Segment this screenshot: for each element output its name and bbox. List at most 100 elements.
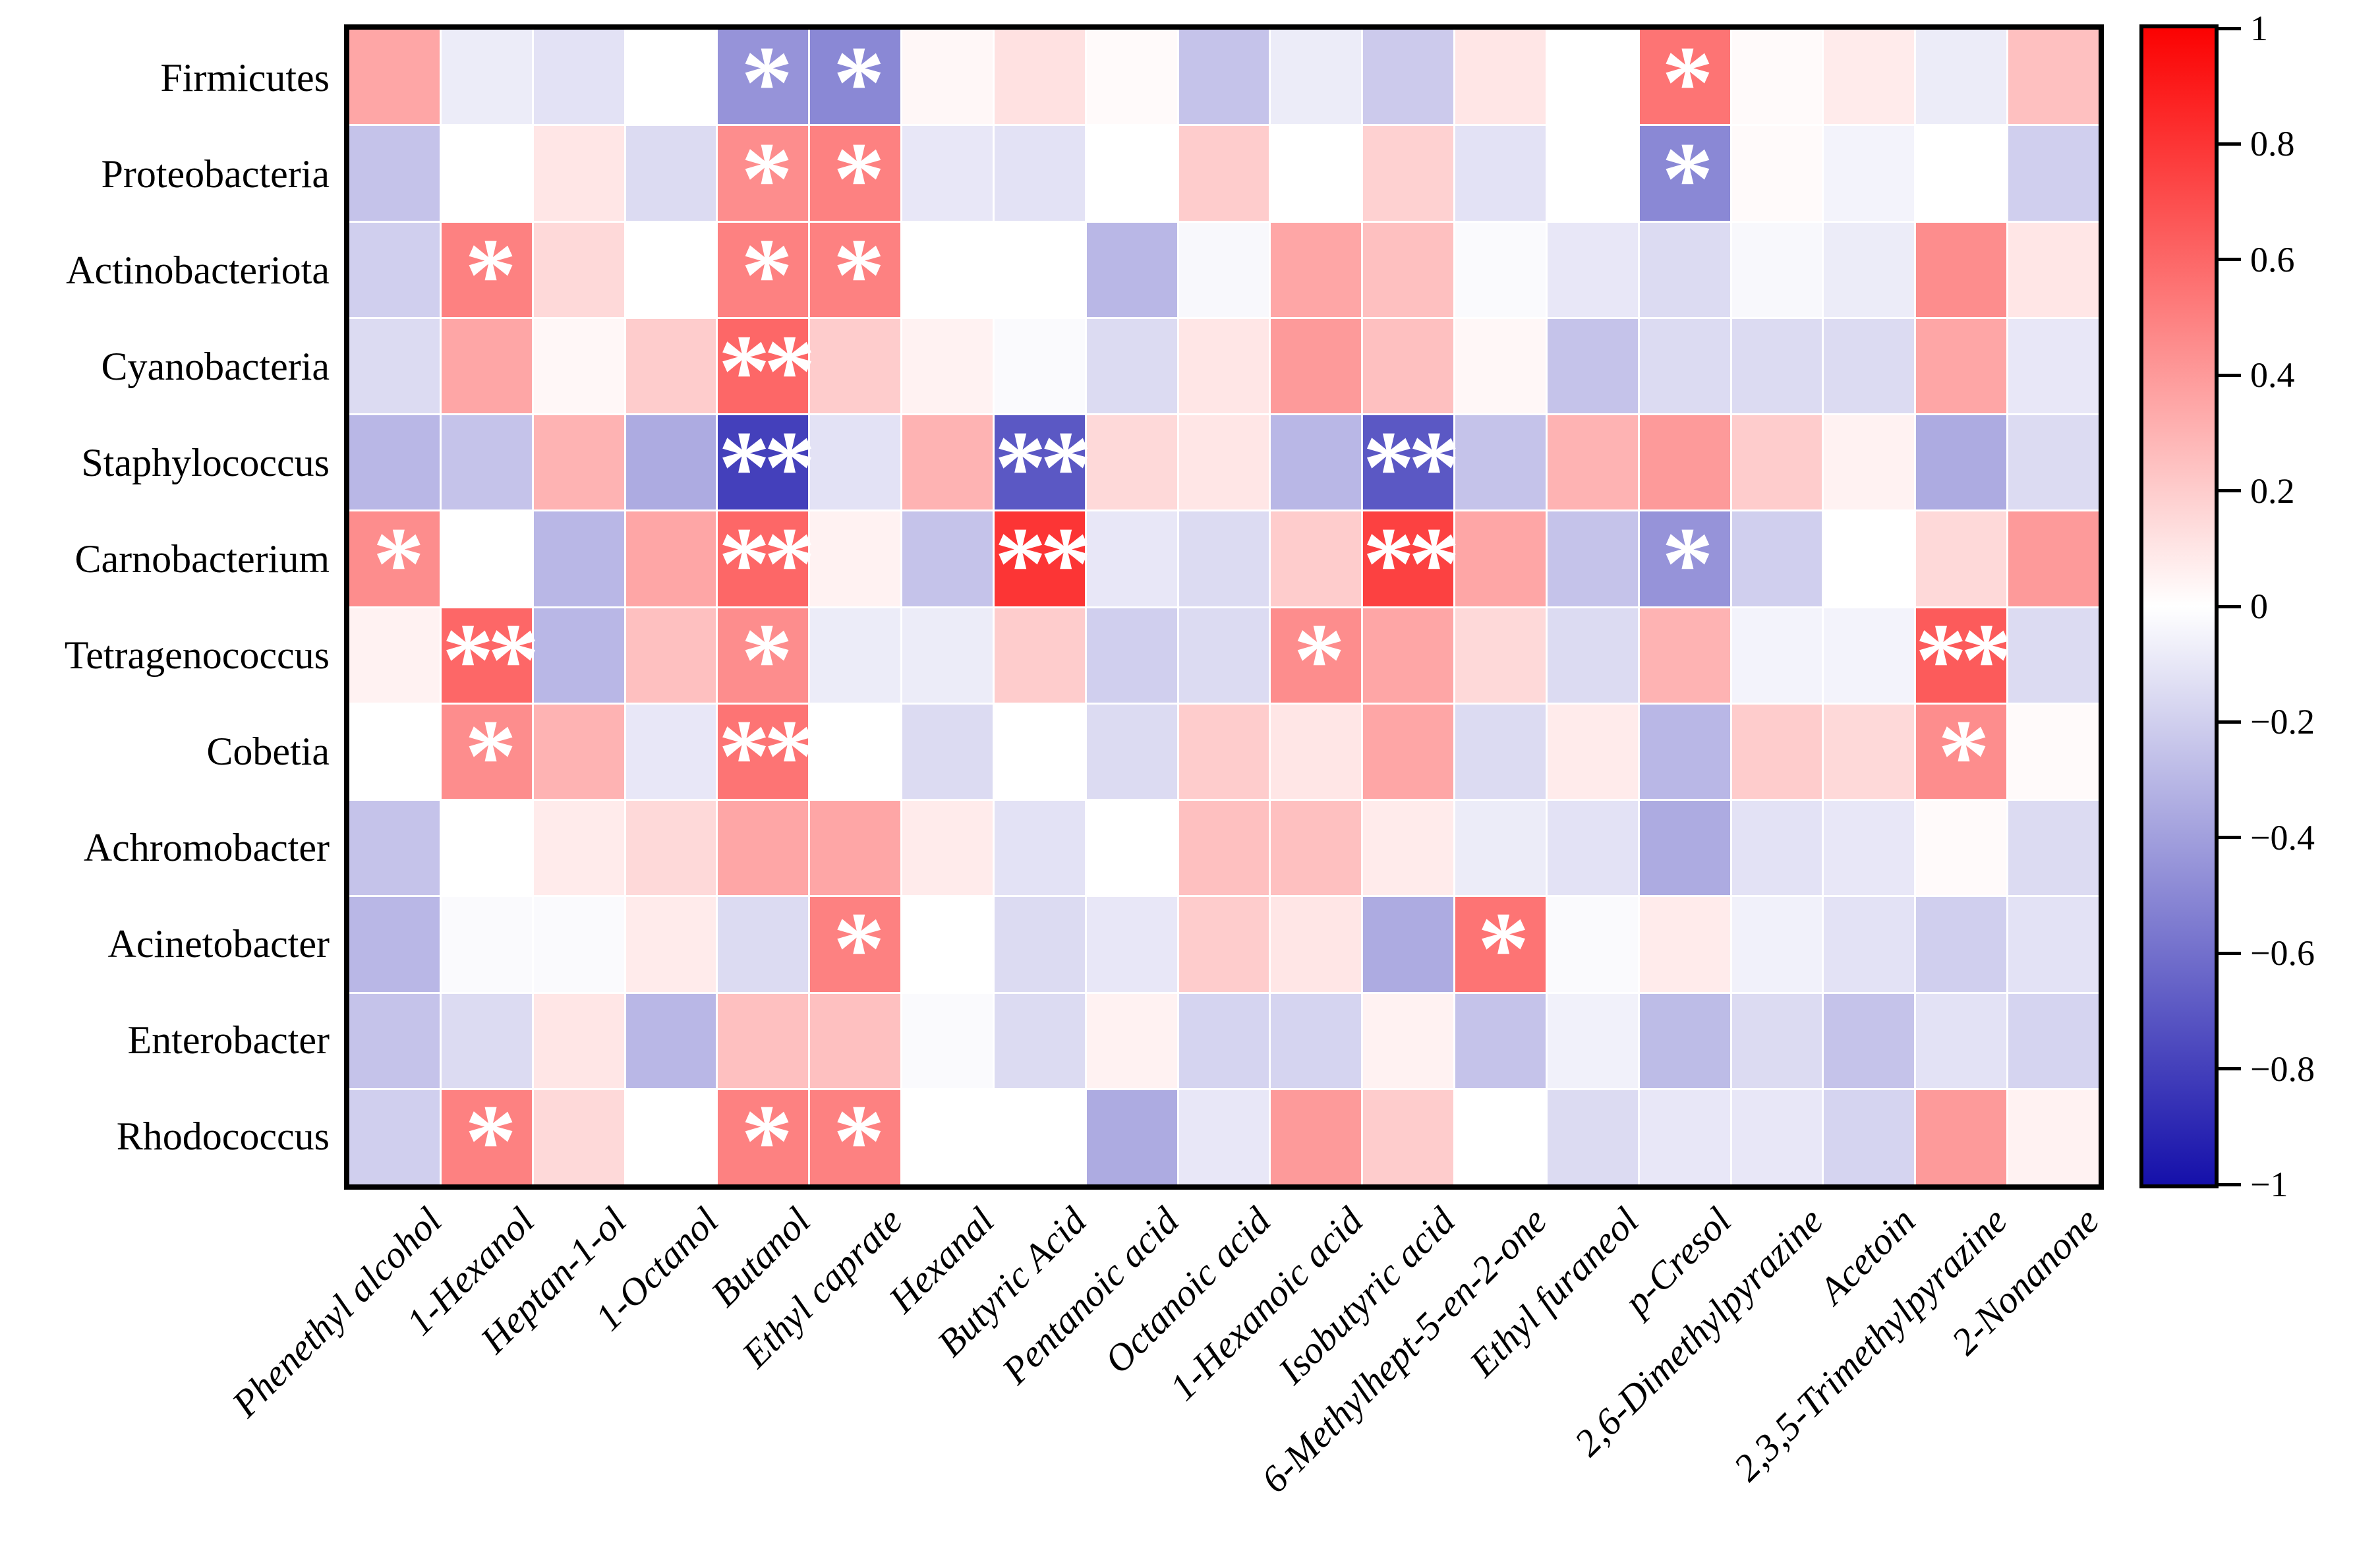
colorbar-tick-label: −1 (2250, 1165, 2288, 1204)
heatmap-cell (902, 30, 993, 125)
heatmap-cell (1547, 318, 1638, 413)
heatmap-cell (1547, 126, 1638, 221)
heatmap-cell (1731, 222, 1822, 317)
row-label: Proteobacteria (101, 152, 330, 196)
heatmap-cell (1547, 801, 1638, 896)
heatmap-cell (1086, 608, 1177, 703)
heatmap-cell (718, 415, 809, 510)
heatmap-cell (1731, 608, 1822, 703)
heatmap-cell (1639, 801, 1730, 896)
heatmap-cell (349, 1089, 440, 1184)
heatmap-cell (441, 993, 532, 1088)
row-label: Staphylococcus (81, 441, 330, 484)
row-label: Rhodococcus (116, 1115, 330, 1158)
colorbar-tick (2215, 489, 2241, 493)
heatmap-cell (1086, 415, 1177, 510)
heatmap-cell (1178, 1089, 1269, 1184)
heatmap-cell (533, 993, 624, 1088)
heatmap-cell (810, 126, 901, 221)
heatmap-cell (1547, 222, 1638, 317)
heatmap-cell (1178, 897, 1269, 992)
heatmap-cell (902, 993, 993, 1088)
heatmap-cell (810, 704, 901, 799)
colorbar-tick-label: −0.6 (2250, 933, 2315, 973)
colorbar-tick-label: −0.8 (2250, 1049, 2315, 1089)
heatmap-cell (1271, 222, 1362, 317)
heatmap-cell (625, 415, 716, 510)
heatmap-cell (994, 222, 1085, 317)
heatmap-cell (810, 1089, 901, 1184)
heatmap-cell (1916, 993, 2007, 1088)
heatmap-cell (1824, 415, 1915, 510)
heatmap-cell (1363, 608, 1454, 703)
heatmap-cell (533, 30, 624, 125)
heatmap-cell (625, 222, 716, 317)
heatmap-cell (1731, 993, 1822, 1088)
colorbar-tick (2215, 1067, 2241, 1071)
row-label: Acinetobacter (107, 922, 330, 966)
heatmap-cell (1639, 993, 1730, 1088)
heatmap-cell (1086, 222, 1177, 317)
heatmap-cell (1086, 318, 1177, 413)
heatmap-cell (441, 318, 532, 413)
heatmap-cell (1363, 897, 1454, 992)
heatmap-cell (2008, 222, 2099, 317)
heatmap-cell (1639, 608, 1730, 703)
colorbar-tick-label: 0.2 (2250, 471, 2295, 511)
heatmap-cell (349, 897, 440, 992)
heatmap-cell (1455, 993, 1546, 1088)
heatmap-cell (1916, 1089, 2007, 1184)
heatmap-cell (533, 511, 624, 606)
heatmap-cell (441, 126, 532, 221)
heatmap-cell (441, 511, 532, 606)
heatmap-cell (994, 30, 1085, 125)
heatmap-cell (902, 318, 993, 413)
heatmap-cell (1916, 704, 2007, 799)
heatmap-cell (1455, 704, 1546, 799)
heatmap-cell (1916, 222, 2007, 317)
row-label: Cyanobacteria (101, 345, 330, 388)
heatmap-cell (2008, 1089, 2099, 1184)
heatmap-cell (1271, 801, 1362, 896)
heatmap-cell (1916, 126, 2007, 221)
heatmap-cell (1178, 801, 1269, 896)
heatmap-cell (902, 1089, 993, 1184)
heatmap-cell (1363, 222, 1454, 317)
heatmap-cell (1639, 30, 1730, 125)
heatmap-cell (349, 415, 440, 510)
heatmap-cell (1731, 415, 1822, 510)
colorbar-tick-label: 0 (2250, 587, 2268, 626)
heatmap-cell (1916, 897, 2007, 992)
colorbar-tick-label: 0.8 (2250, 124, 2295, 164)
heatmap-cell (2008, 511, 2099, 606)
heatmap-cell (1916, 415, 2007, 510)
heatmap-cell (718, 222, 809, 317)
heatmap-cell (902, 126, 993, 221)
heatmap-cell (902, 511, 993, 606)
heatmap-cell (1639, 1089, 1730, 1184)
heatmap-cell (349, 511, 440, 606)
heatmap-cell (1455, 801, 1546, 896)
heatmap-cell (810, 608, 901, 703)
heatmap-cell (1916, 801, 2007, 896)
heatmap-cell (1547, 30, 1638, 125)
heatmap-cell (1178, 30, 1269, 125)
heatmap-cell (1639, 704, 1730, 799)
row-label: Achromobacter (83, 826, 330, 869)
heatmap-cell (1178, 608, 1269, 703)
heatmap-cell (1178, 222, 1269, 317)
row-label: Carnobacterium (74, 537, 330, 581)
heatmap-cell (625, 801, 716, 896)
heatmap-cell (1086, 897, 1177, 992)
heatmap-cell (1547, 1089, 1638, 1184)
heatmap-cell (1271, 993, 1362, 1088)
colorbar-tick (2215, 720, 2241, 724)
heatmap-cell (441, 1089, 532, 1184)
heatmap-cell (2008, 30, 2099, 125)
colorbar-gradient (2143, 28, 2215, 1184)
heatmap-cell (994, 993, 1085, 1088)
heatmap-cell (1547, 415, 1638, 510)
heatmap-cell (1086, 126, 1177, 221)
heatmap-cell (625, 126, 716, 221)
